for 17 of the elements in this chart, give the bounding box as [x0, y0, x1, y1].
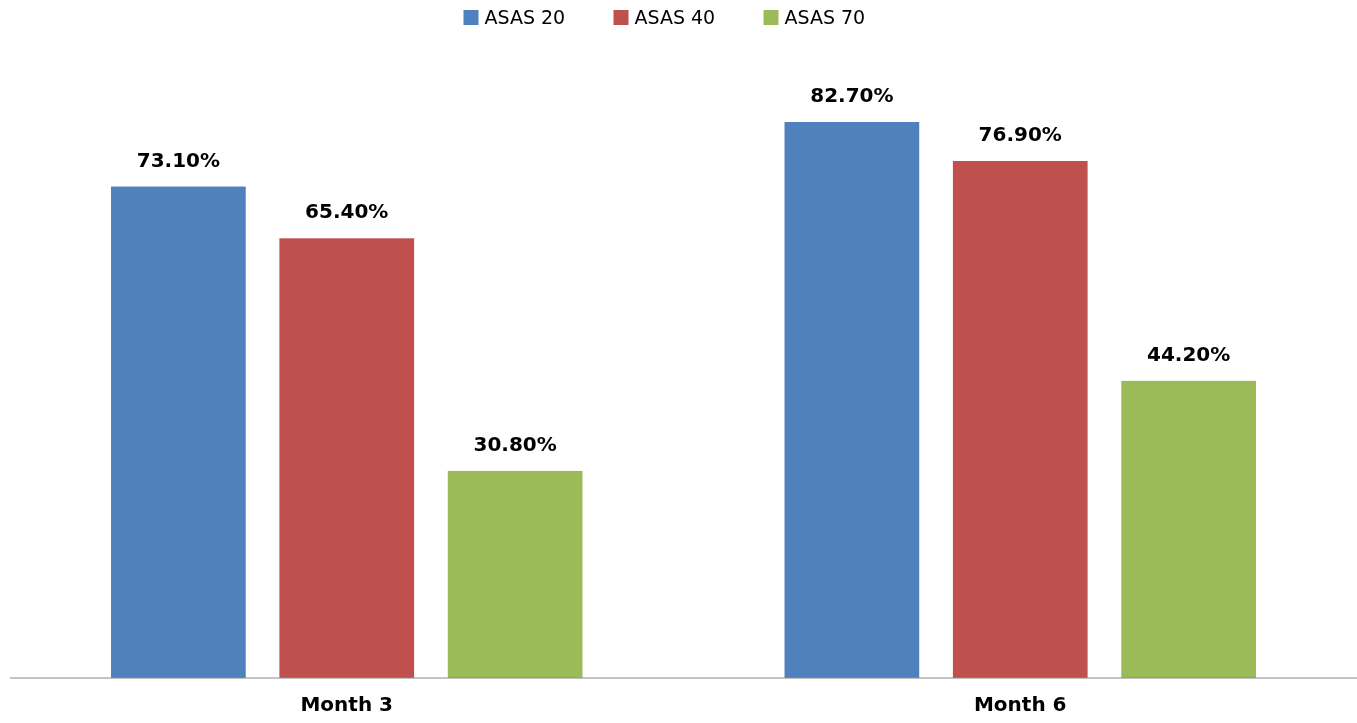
x-tick-label: Month 3	[300, 692, 394, 716]
bar	[784, 122, 920, 678]
legend-label: ASAS 40	[634, 6, 716, 28]
data-label: 73.10%	[136, 147, 221, 172]
bar	[111, 186, 246, 678]
legend-label: ASAS 20	[484, 6, 566, 28]
bar	[279, 238, 415, 678]
data-label: 30.80%	[473, 431, 557, 456]
x-tick-label: Month 6	[973, 692, 1067, 716]
data-label: 76.90%	[978, 121, 1062, 146]
bar	[952, 160, 1088, 678]
data-label: 82.70%	[810, 83, 894, 107]
legend-label: ASAS 70	[784, 6, 866, 28]
bar	[1121, 380, 1256, 678]
data-label: 44.20%	[1146, 341, 1231, 366]
bar	[447, 470, 583, 678]
data-label: 65.40%	[305, 199, 389, 224]
